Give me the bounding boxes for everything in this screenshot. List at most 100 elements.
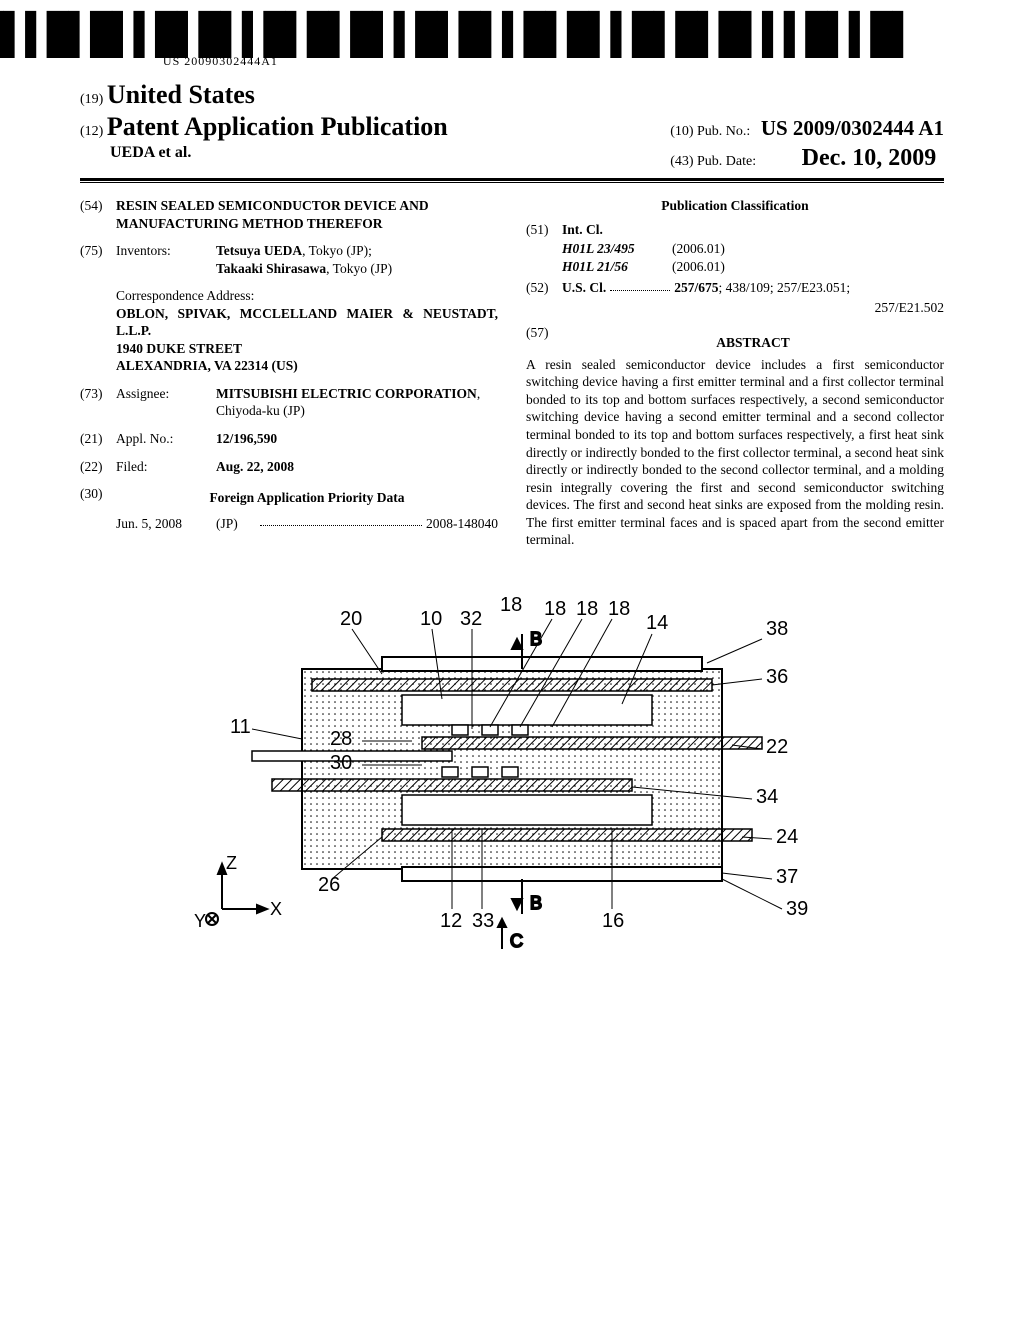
abstract-head: ABSTRACT: [562, 334, 944, 352]
corr-label: Correspondence Address:: [116, 287, 498, 305]
filed-num: (22): [80, 458, 116, 476]
title-num: (54): [80, 197, 116, 232]
intcl-label: Int. Cl.: [562, 221, 944, 239]
rule-thin: [80, 182, 944, 183]
svg-text:37: 37: [776, 866, 798, 888]
pubclass-head: Publication Classification: [526, 197, 944, 215]
inventor-1: Tetsuya UEDA: [216, 243, 302, 258]
applno-row: (21) Appl. No.: 12/196,590: [80, 430, 498, 448]
inventors-row: (75) Inventors: Tetsuya UEDA, Tokyo (JP)…: [80, 242, 498, 277]
svg-text:11: 11: [230, 716, 251, 738]
priority-date: Jun. 5, 2008: [116, 515, 216, 533]
pubdate-label: Pub. Date:: [697, 154, 756, 169]
patent-page: ▌█▌▌█▌▌█▌▌▌▌██▌█▌▌█▌██▌▌█▌█▌▌█▌█▌▌█▌█▌█▌…: [0, 0, 1024, 1320]
svg-text:14: 14: [646, 612, 668, 634]
svg-text:X: X: [270, 899, 282, 919]
assignee-name: MITSUBISHI ELECTRIC CORPORATION: [216, 386, 477, 401]
assignee-row: (73) Assignee: MITSUBISHI ELECTRIC CORPO…: [80, 385, 498, 420]
assignee-label: Assignee:: [116, 385, 216, 420]
header-right: (10) Pub. No.: US 2009/0302444 A1 (43) P…: [670, 116, 944, 172]
svg-text:22: 22: [766, 736, 788, 758]
title-text: RESIN SEALED SEMICONDUCTOR DEVICE AND MA…: [116, 197, 498, 232]
svg-text:33: 33: [472, 910, 494, 932]
svg-text:30: 30: [330, 752, 352, 774]
country-num: (19): [80, 92, 103, 107]
assignee-num: (73): [80, 385, 116, 420]
assignee-body: MITSUBISHI ELECTRIC CORPORATION, Chiyoda…: [216, 385, 498, 420]
intcl-year-1: (2006.01): [672, 240, 725, 258]
svg-text:39: 39: [786, 898, 808, 920]
inventor-2: Takaaki Shirasawa: [216, 261, 326, 276]
priority-cc: (JP): [216, 515, 256, 533]
intcl-item-1: H01L 23/495 (2006.01): [526, 240, 944, 258]
priority-num: (30): [80, 485, 116, 513]
corr-line-3: ALEXANDRIA, VA 22314 (US): [116, 357, 498, 375]
priority-head: Foreign Application Priority Data: [116, 489, 498, 507]
uscl-row: (52) U.S. Cl. 257/675; 438/109; 257/E23.…: [526, 279, 944, 297]
biblio-columns: (54) RESIN SEALED SEMICONDUCTOR DEVICE A…: [80, 197, 944, 549]
pubno-label: Pub. No.:: [697, 124, 750, 139]
svg-text:26: 26: [318, 874, 340, 896]
header-country: (19) United States: [80, 80, 944, 110]
title-row: (54) RESIN SEALED SEMICONDUCTOR DEVICE A…: [80, 197, 498, 232]
pubno-value: US 2009/0302444 A1: [761, 116, 944, 140]
svg-text:20: 20: [340, 608, 362, 630]
rule-thick: [80, 178, 944, 181]
svg-text:10: 10: [420, 608, 442, 630]
uscl-cont: 257/E21.502: [526, 299, 944, 317]
svg-text:28: 28: [330, 728, 352, 750]
intcl-code-2: H01L 21/56: [562, 258, 672, 276]
barcode-block: ▌█▌▌█▌▌█▌▌▌▌██▌█▌▌█▌██▌▌█▌█▌▌█▌█▌▌█▌█▌█▌…: [0, 20, 914, 69]
pub-type: Patent Application Publication: [107, 112, 448, 141]
priority-row: Jun. 5, 2008 (JP) 2008-148040: [116, 515, 498, 533]
applno-num: (21): [80, 430, 116, 448]
header-left: (12) Patent Application Publication UEDA…: [80, 112, 448, 162]
svg-text:18: 18: [544, 598, 566, 620]
dots-icon: [260, 515, 422, 527]
svg-text:B: B: [530, 893, 542, 913]
dots-icon: [610, 279, 670, 291]
abstract-body: A resin sealed semiconductor device incl…: [526, 356, 944, 549]
svg-text:34: 34: [756, 786, 778, 808]
priority-app: 2008-148040: [426, 515, 498, 533]
header-block: (19) United States (12) Patent Applicati…: [80, 80, 944, 172]
svg-text:24: 24: [776, 826, 798, 848]
pubdate-value: Dec. 10, 2009: [802, 145, 937, 171]
filed-row: (22) Filed: Aug. 22, 2008: [80, 458, 498, 476]
abstract-row: (57) ABSTRACT: [526, 324, 944, 356]
figure-svg: Z X Y B B C 20 10 32: [152, 579, 872, 979]
svg-text:18: 18: [500, 594, 522, 616]
intcl-item-2: H01L 21/56 (2006.01): [526, 258, 944, 276]
barcode-icon: ▌█▌▌█▌▌█▌▌▌▌██▌█▌▌█▌██▌▌█▌█▌▌█▌█▌▌█▌█▌█▌…: [0, 18, 914, 53]
svg-text:18: 18: [576, 598, 598, 620]
country-name: United States: [107, 80, 255, 109]
figure: Z X Y B B C 20 10 32: [80, 579, 944, 984]
svg-text:C: C: [510, 931, 523, 951]
svg-text:Z: Z: [226, 853, 237, 873]
svg-text:16: 16: [602, 910, 624, 932]
pubno-num: (10): [670, 124, 693, 139]
intcl-num: (51): [526, 221, 562, 239]
svg-text:Y: Y: [194, 911, 206, 931]
uscl-num: (52): [526, 279, 562, 297]
correspondence-block: Correspondence Address: OBLON, SPIVAK, M…: [116, 287, 498, 375]
authors-line: UEDA et al.: [110, 144, 448, 162]
pubdate-num: (43): [670, 154, 693, 169]
svg-text:38: 38: [766, 618, 788, 640]
intcl-year-2: (2006.01): [672, 258, 725, 276]
uscl-value: 257/675; 438/109; 257/E23.051;: [674, 279, 850, 297]
intcl-code-1: H01L 23/495: [562, 240, 672, 258]
pub-num: (12): [80, 124, 103, 139]
inventors-body: Tetsuya UEDA, Tokyo (JP); Takaaki Shiras…: [216, 242, 498, 277]
filed-label: Filed:: [116, 458, 216, 476]
corr-line-2: 1940 DUKE STREET: [116, 340, 498, 358]
inventors-num: (75): [80, 242, 116, 277]
left-column: (54) RESIN SEALED SEMICONDUCTOR DEVICE A…: [80, 197, 498, 549]
svg-text:18: 18: [608, 598, 630, 620]
priority-num-row: (30) Foreign Application Priority Data: [80, 485, 498, 513]
svg-text:36: 36: [766, 666, 788, 688]
applno-label: Appl. No.:: [116, 430, 216, 448]
svg-text:12: 12: [440, 910, 462, 932]
filed-value: Aug. 22, 2008: [216, 458, 498, 476]
svg-text:32: 32: [460, 608, 482, 630]
